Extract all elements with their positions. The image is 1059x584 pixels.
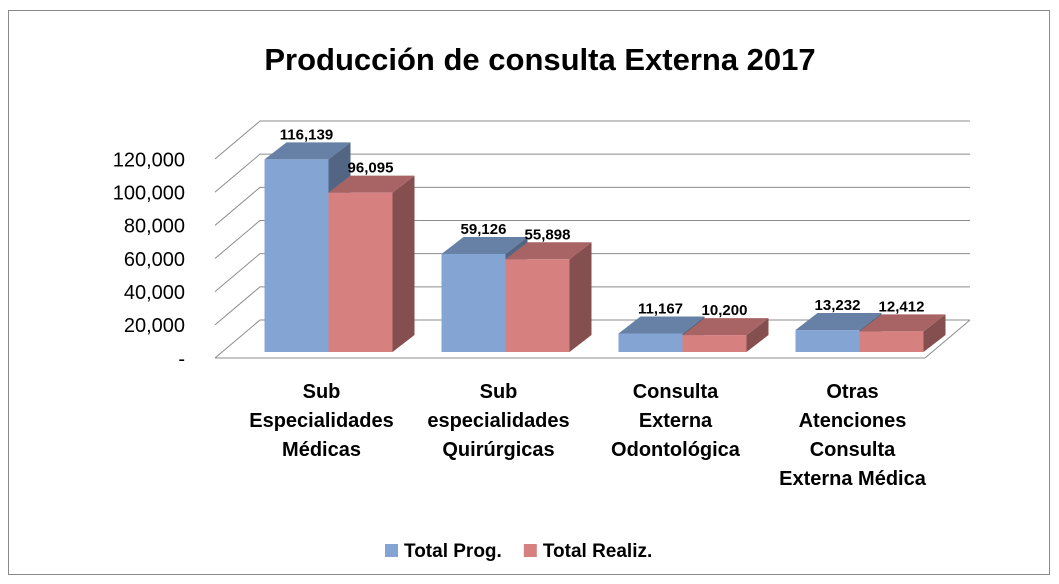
bar-top xyxy=(441,236,528,254)
legend-swatch xyxy=(523,544,537,557)
grid-line xyxy=(214,253,970,293)
y-tick-label: - xyxy=(178,348,185,370)
data-label: 10,200 xyxy=(702,302,748,319)
y-tick-label: 100,000 xyxy=(113,182,185,204)
data-label: 12,412 xyxy=(879,298,925,315)
y-tick-label: 40,000 xyxy=(124,282,185,304)
bar-side xyxy=(392,175,415,352)
data-label: 59,126 xyxy=(461,221,507,238)
bar-top xyxy=(682,318,769,336)
bar xyxy=(795,330,860,352)
bar-top xyxy=(264,142,351,160)
y-tick-label: 20,000 xyxy=(124,315,185,337)
data-label: 13,232 xyxy=(815,297,861,314)
bar-side xyxy=(923,314,946,352)
bar-top xyxy=(618,316,705,334)
bar-top xyxy=(328,175,415,193)
grid-line xyxy=(214,153,970,193)
chart-title: Producción de consulta Externa 2017 xyxy=(264,42,815,77)
bar xyxy=(505,259,570,352)
data-label: 116,139 xyxy=(280,126,333,143)
bar xyxy=(441,253,506,352)
legend-label: Total Prog. xyxy=(404,541,502,562)
data-label: 55,898 xyxy=(525,226,571,243)
bar xyxy=(618,333,683,352)
bar xyxy=(859,331,924,352)
bar-side xyxy=(569,242,592,352)
legend-swatch xyxy=(385,544,398,557)
bar xyxy=(682,335,747,352)
legend-label: Total Realiz. xyxy=(543,541,652,562)
bar xyxy=(264,159,329,352)
data-label: 96,095 xyxy=(348,160,394,177)
y-tick-label: 60,000 xyxy=(124,249,185,271)
x-tick-label: Sub especialidades Quirúrgicas xyxy=(427,381,570,461)
y-tick-label: 80,000 xyxy=(124,216,185,238)
y-tick-label: 120,000 xyxy=(113,149,185,171)
bar xyxy=(328,192,393,352)
bar-side xyxy=(746,318,769,352)
floor-edge xyxy=(215,319,971,359)
data-label: 11,167 xyxy=(638,300,683,317)
x-tick-label: Otras Atenciones Consulta Externa Médica xyxy=(779,381,926,490)
x-tick-label: Sub Especialidades Médicas xyxy=(249,381,394,461)
grid-line xyxy=(214,186,970,226)
grid-line xyxy=(214,286,970,326)
grid-line xyxy=(214,220,970,259)
x-tick-label: Consulta Externa Odontológica xyxy=(611,381,740,461)
grid-line xyxy=(214,120,970,160)
bar-top xyxy=(859,314,946,332)
bar-top xyxy=(505,242,592,260)
bar-top xyxy=(795,313,882,331)
